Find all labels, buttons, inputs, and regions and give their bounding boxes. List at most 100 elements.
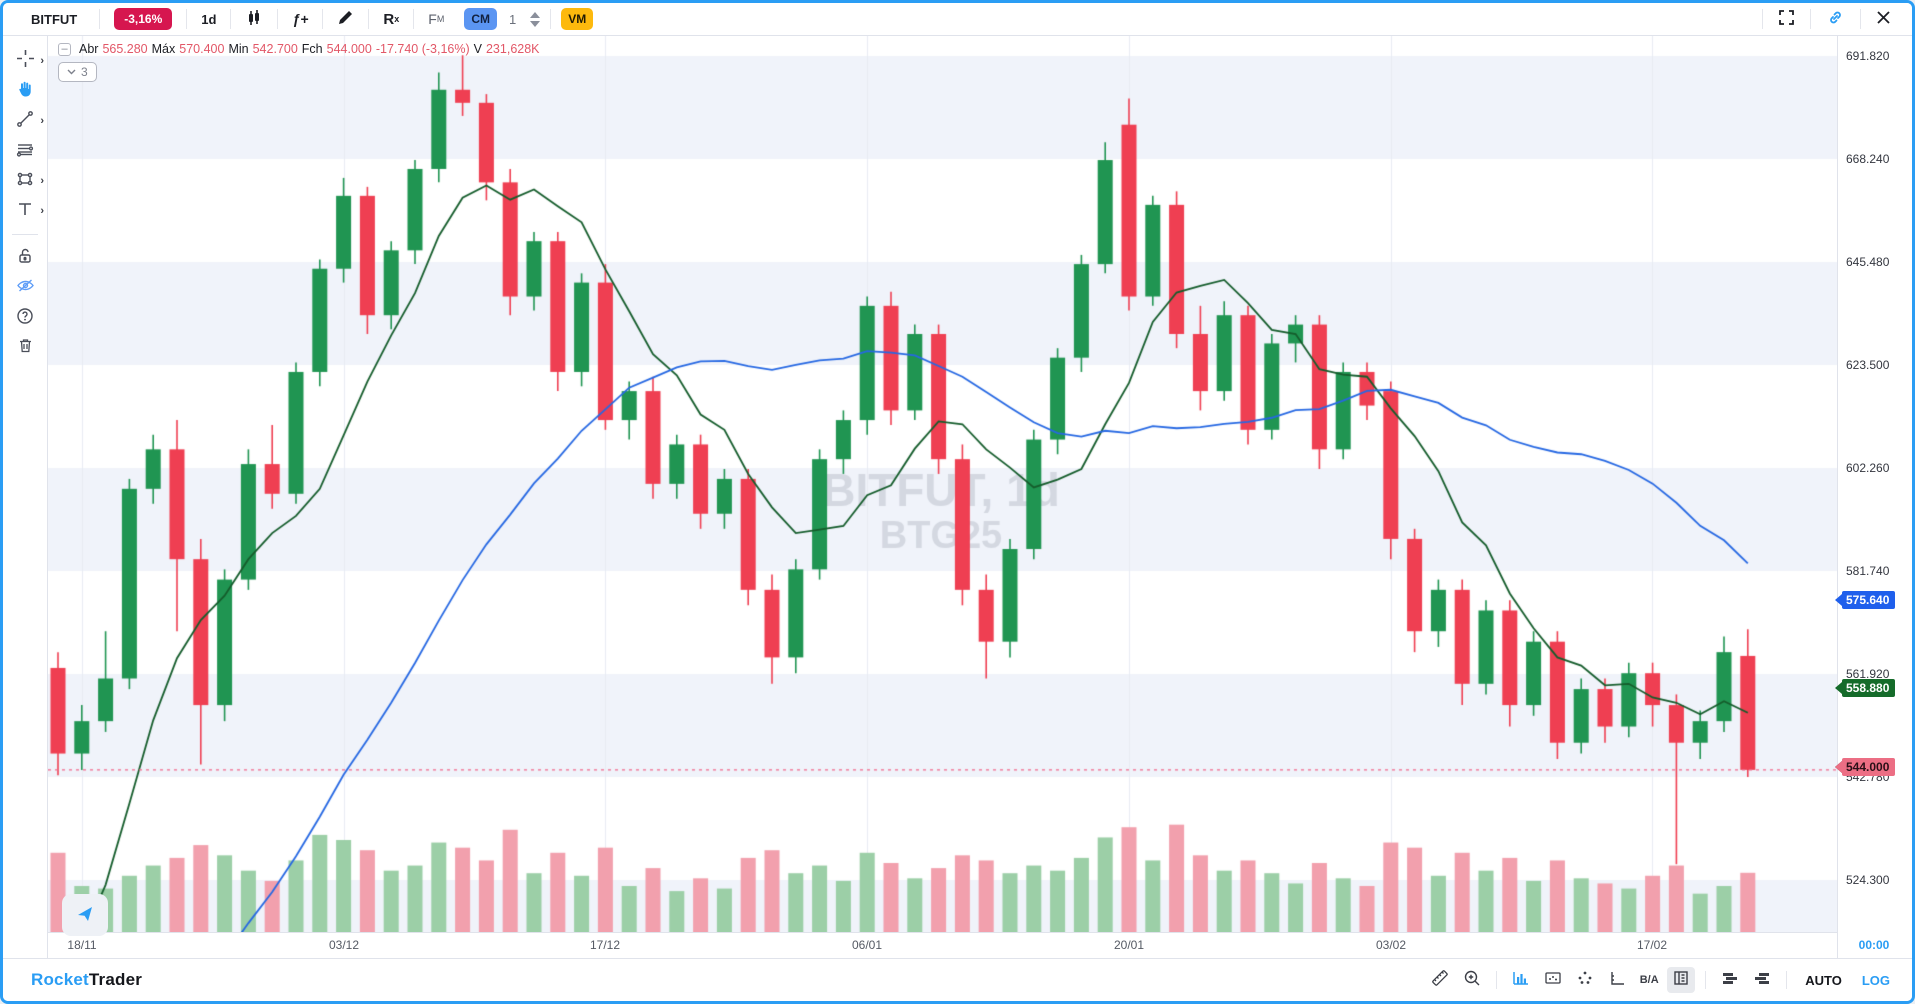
toolbar-separator	[1810, 9, 1811, 29]
depth-left-button[interactable]	[1716, 967, 1744, 993]
time-axis[interactable]: 18/11 03/12 17/12 06/01 20/01 03/02 17/02	[48, 932, 1837, 958]
quantity-stepper[interactable]	[520, 11, 550, 27]
chevron-right-icon[interactable]: ›	[40, 205, 44, 217]
close-button[interactable]	[1861, 3, 1906, 35]
crosshair-tool-button[interactable]: ›	[6, 46, 44, 76]
quantity-value[interactable]: 1	[508, 11, 517, 27]
indicators-button[interactable]: ƒ+	[292, 11, 309, 27]
toolbar-separator	[322, 9, 324, 29]
time-axis-label: 06/01	[851, 938, 883, 952]
parallel-lines-tool-button[interactable]	[6, 136, 44, 166]
change-badge: -3,16%	[114, 8, 173, 30]
auto-scale-toggle[interactable]: AUTO	[1805, 972, 1842, 988]
time-axis-label: 03/12	[328, 938, 360, 952]
time-axis-label: 20/01	[1113, 938, 1145, 952]
legend-volume-value: 231,628K	[485, 42, 540, 56]
price-chart-canvas[interactable]	[48, 36, 1837, 932]
footer-controls: B/A AUTO LOG	[1426, 967, 1898, 993]
fullscreen-button[interactable]	[1763, 3, 1810, 35]
depth-bars-right-icon	[1753, 969, 1771, 992]
toolbar-separator	[550, 9, 552, 29]
rectangle-tool-button[interactable]: ›	[6, 166, 44, 196]
axis-scale-button[interactable]	[1603, 967, 1631, 993]
toolbar-separator	[186, 9, 188, 29]
footer-divider	[1705, 971, 1707, 989]
rectangle-icon	[16, 170, 34, 193]
symbol-button[interactable]: BITFUT	[31, 11, 78, 27]
time-axis-label: 18/11	[67, 938, 97, 952]
zoom-in-button[interactable]	[1458, 967, 1486, 993]
delete-tool-button[interactable]	[6, 333, 44, 363]
lock-drawings-button[interactable]	[6, 243, 44, 273]
bid-ask-button[interactable]: B/A	[1635, 967, 1663, 993]
candles-icon	[245, 9, 263, 30]
chevron-right-icon[interactable]: ›	[40, 55, 44, 67]
text-tool-button[interactable]: ›	[6, 196, 44, 226]
price-axis-label: 668.240	[1846, 152, 1890, 166]
price-axis-label: 524.300	[1846, 873, 1890, 887]
legend-close-value: 544.000	[326, 42, 372, 56]
chevron-down-icon	[67, 69, 76, 75]
dots-chart-button[interactable]	[1539, 967, 1567, 993]
go-to-realtime-button[interactable]	[62, 894, 108, 936]
time-axis-label: 17/02	[1636, 938, 1668, 952]
price-axis-label: 691.820	[1846, 49, 1890, 63]
log-scale-toggle[interactable]: LOG	[1861, 972, 1890, 988]
hide-drawings-button[interactable]	[6, 273, 44, 303]
status-bar: RocketTrader B/A	[3, 958, 1912, 1001]
scatter-dots-icon	[1576, 969, 1594, 992]
draw-order-button[interactable]	[323, 3, 368, 35]
stepper-down-icon[interactable]	[530, 20, 541, 27]
footer-divider	[1786, 971, 1788, 989]
legend-change-value: -17.740 (-3,16%)	[375, 42, 470, 56]
help-button[interactable]	[6, 303, 44, 333]
legend-high-label: Máx	[151, 42, 176, 56]
stepper-up-icon[interactable]	[530, 11, 541, 18]
price-axis-label: 623.500	[1846, 358, 1890, 372]
scatter-button[interactable]	[1571, 967, 1599, 993]
legend-open-value: 565.280	[102, 42, 148, 56]
trend-line-tool-button[interactable]: ›	[6, 106, 44, 136]
legend-volume-label: V	[473, 42, 482, 56]
data-window-icon	[1672, 969, 1690, 992]
legend-high-value: 570.400	[179, 42, 225, 56]
toolbar-separator	[368, 9, 370, 29]
time-axis-label: 17/12	[589, 938, 621, 952]
toolbar-separator	[99, 9, 101, 29]
data-window-button[interactable]	[1667, 967, 1696, 993]
paper-plane-icon	[74, 903, 96, 928]
toolbar-separator	[413, 9, 415, 29]
footer-divider	[1496, 971, 1498, 989]
vm-mode-button[interactable]: VM	[561, 8, 594, 30]
drawing-toolbar: › › › ›	[3, 36, 48, 958]
session-time-label: 00:00	[1858, 938, 1890, 952]
collapse-legend-icon[interactable]: –	[58, 42, 71, 56]
price-axis-label: 645.480	[1846, 255, 1890, 269]
legend-low-value: 542.700	[252, 42, 298, 56]
depth-right-button[interactable]	[1748, 967, 1776, 993]
toolbar-separator	[277, 9, 279, 29]
toolbar-divider	[12, 234, 38, 235]
chevron-right-icon[interactable]: ›	[40, 175, 44, 187]
price-axis[interactable]: 00:00 691.820 668.240 645.480 623.500 602.26…	[1835, 36, 1909, 958]
chart-area: – Abr 565.280 Máx 570.400 Min 542.700 Fc…	[48, 36, 1912, 958]
candlestick-style-button[interactable]	[231, 3, 277, 35]
link-icon	[1827, 9, 1844, 29]
chart-legend: – Abr 565.280 Máx 570.400 Min 542.700 Fc…	[58, 42, 540, 56]
cm-mode-button[interactable]: CM	[464, 8, 497, 30]
object-tree-collapse-button[interactable]: 3	[58, 62, 97, 82]
measure-button[interactable]	[1426, 967, 1454, 993]
volume-histogram-button[interactable]	[1507, 967, 1535, 993]
timeframe-button[interactable]: 1d	[201, 11, 217, 27]
legend-open-label: Abr	[79, 42, 99, 56]
price-axis-label: 561.920	[1846, 667, 1890, 681]
chevron-right-icon[interactable]: ›	[40, 115, 44, 127]
app-logo[interactable]: RocketTrader	[31, 970, 143, 989]
link-button[interactable]	[1811, 3, 1860, 35]
magnifier-plus-icon	[1463, 969, 1481, 992]
hand-tool-button[interactable]	[6, 76, 44, 106]
legend-low-label: Min	[228, 42, 249, 56]
